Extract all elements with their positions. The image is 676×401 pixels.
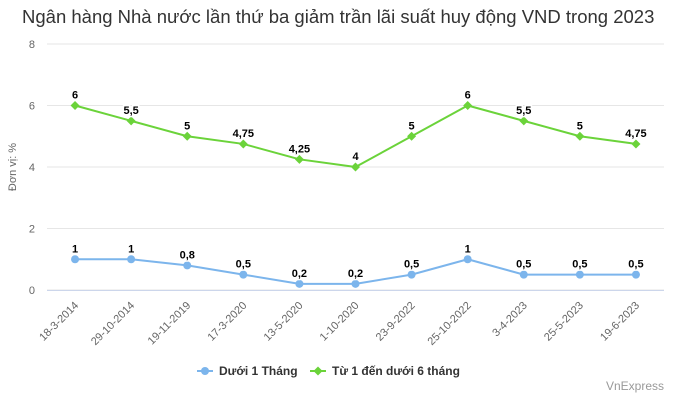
x-tick-label: 29-10-2014 (89, 300, 137, 348)
data-point (127, 255, 136, 264)
x-tick-label: 1-10-2020 (318, 300, 362, 344)
legend-marker (201, 367, 209, 375)
legend-label: Từ 1 đến dưới 6 tháng (332, 364, 460, 378)
data-label: 0,5 (404, 259, 419, 271)
data-label: 5 (577, 120, 583, 132)
data-label: 6 (72, 90, 78, 102)
data-label: 0,8 (180, 249, 195, 261)
y-tick-label: 4 (29, 162, 35, 174)
data-point (463, 255, 472, 264)
data-label: 4,75 (625, 128, 646, 140)
data-label: 1 (128, 243, 134, 255)
data-label: 0,2 (348, 268, 363, 280)
y-tick-label: 8 (29, 39, 35, 51)
data-point (575, 131, 585, 141)
data-label: 4,25 (289, 143, 310, 155)
data-point (631, 139, 641, 149)
y-axis-label: Đơn vị: % (7, 143, 19, 191)
data-point (351, 162, 360, 172)
data-point (183, 261, 192, 270)
data-label: 4,75 (233, 128, 254, 140)
x-tick-label: 19-11-2019 (146, 300, 194, 348)
data-label: 5 (409, 120, 415, 132)
data-point (463, 101, 473, 110)
data-label: 0,5 (516, 259, 531, 271)
data-label: 0,5 (572, 259, 587, 271)
chart-title: Ngân hàng Nhà nước lần thứ ba giảm trần … (22, 6, 655, 27)
y-tick-label: 0 (29, 285, 35, 297)
data-point (239, 270, 248, 279)
data-point (575, 270, 584, 279)
data-point (407, 131, 417, 141)
data-point (351, 279, 360, 288)
data-label: 0,2 (292, 268, 307, 280)
data-point (294, 154, 304, 164)
legend-marker (313, 366, 323, 376)
data-label: 0,5 (628, 259, 643, 271)
data-point (238, 139, 248, 149)
data-point (70, 101, 80, 110)
data-label: 1 (465, 243, 471, 255)
x-tick-label: 25-5-2023 (542, 300, 586, 344)
x-tick-label: 19-6-2023 (598, 300, 642, 344)
data-point (295, 279, 304, 288)
data-point (519, 116, 529, 126)
data-label: 0,5 (236, 259, 251, 271)
credit-label[interactable]: VnExpress (605, 379, 664, 393)
data-point (631, 270, 640, 279)
y-tick-label: 2 (29, 224, 35, 236)
y-tick-label: 6 (29, 101, 35, 113)
data-label: 5,5 (516, 105, 531, 117)
data-point (407, 270, 416, 279)
x-tick-label: 3-4-2023 (490, 300, 530, 340)
x-tick-label: 13-5-2020 (262, 300, 306, 344)
data-point (519, 270, 528, 279)
data-label: 6 (465, 90, 471, 102)
legend-label: Dưới 1 Tháng (219, 364, 298, 378)
data-label: 1 (72, 243, 78, 255)
data-point (126, 116, 136, 126)
data-label: 5,5 (123, 105, 138, 117)
data-label: 4 (352, 151, 359, 163)
data-label: 5 (184, 120, 190, 132)
x-tick-label: 23-9-2022 (374, 300, 418, 344)
data-point (71, 255, 80, 264)
x-tick-label: 18-3-2014 (37, 300, 81, 344)
data-point (182, 131, 192, 141)
x-tick-label: 17-3-2020 (205, 300, 249, 344)
x-tick-label: 25-10-2022 (426, 300, 474, 348)
